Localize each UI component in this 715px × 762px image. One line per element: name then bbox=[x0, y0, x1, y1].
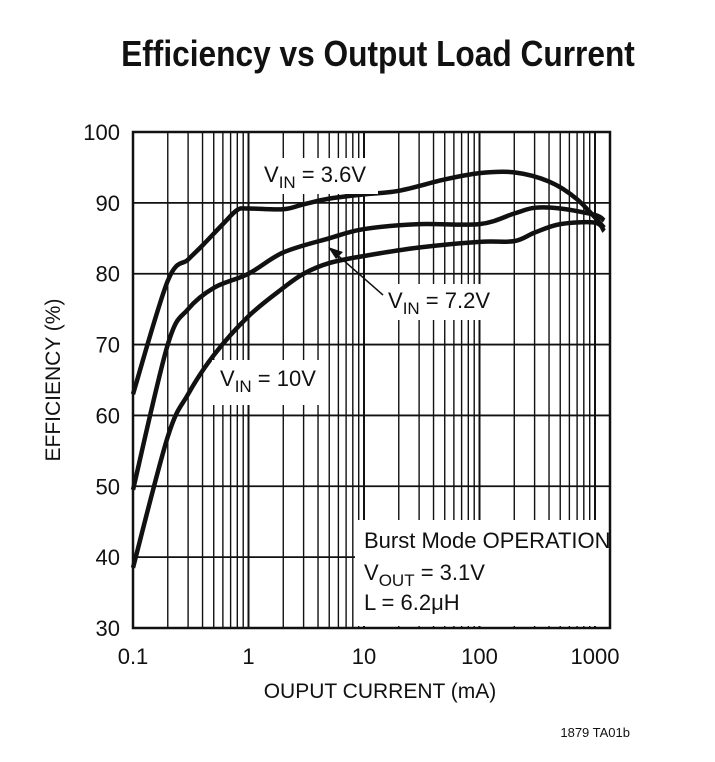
chart-title: Efficiency vs Output Load Current bbox=[121, 34, 635, 74]
y-tick-label: 60 bbox=[96, 403, 120, 428]
series-label-3v6-bg bbox=[258, 158, 378, 194]
y-tick-label: 40 bbox=[96, 545, 120, 570]
y-tick-label: 50 bbox=[96, 474, 120, 499]
x-tick-label: 1000 bbox=[571, 644, 620, 669]
y-tick-label: 30 bbox=[96, 616, 120, 641]
annotation-vout: VOUT = 3.1V bbox=[364, 560, 485, 590]
y-tick-label: 70 bbox=[96, 333, 120, 358]
curve-vin-7v2 bbox=[130, 205, 606, 491]
x-tick-label: 0.1 bbox=[118, 644, 149, 669]
x-tick-label: 1 bbox=[242, 644, 254, 669]
series-label-10v: VIN = 10V bbox=[220, 366, 316, 396]
footer-code: 1879 TA01b bbox=[560, 725, 630, 740]
y-tick-label: 90 bbox=[96, 191, 120, 216]
tick-labels: 0.1 1 10 100 1000 30 40 50 60 70 80 90 100 bbox=[83, 120, 619, 669]
curve-vin-3v6 bbox=[130, 169, 606, 395]
x-tick-label: 100 bbox=[461, 644, 498, 669]
series-label-10v-bg bbox=[212, 360, 322, 405]
curve-vin-10v bbox=[130, 219, 606, 569]
labels: VIN = 3.6V VIN = 7.2V VIN = 10V Burst Mode … bbox=[212, 158, 611, 626]
arrow-line bbox=[333, 251, 384, 296]
x-axis-label: OUPUT CURRENT (mA) bbox=[264, 680, 497, 703]
series-label-7v2-bg bbox=[382, 284, 502, 320]
x-tick-label: 10 bbox=[352, 644, 376, 669]
plot-frame bbox=[131, 130, 612, 630]
annotation-mode: Burst Mode OPERATION bbox=[364, 528, 611, 553]
curves bbox=[130, 169, 606, 569]
annotation-inductor: L = 6.2μH bbox=[364, 590, 460, 615]
y-tick-label: 100 bbox=[83, 120, 120, 145]
annotation-bg bbox=[355, 520, 610, 626]
arrow-head-icon bbox=[328, 247, 343, 259]
y-axis-label: EFFICIENCY (%) bbox=[42, 299, 65, 462]
series-label-3v6: VIN = 3.6V bbox=[264, 162, 366, 192]
series-label-7v2: VIN = 7.2V bbox=[388, 288, 490, 318]
y-tick-label: 80 bbox=[96, 262, 120, 287]
